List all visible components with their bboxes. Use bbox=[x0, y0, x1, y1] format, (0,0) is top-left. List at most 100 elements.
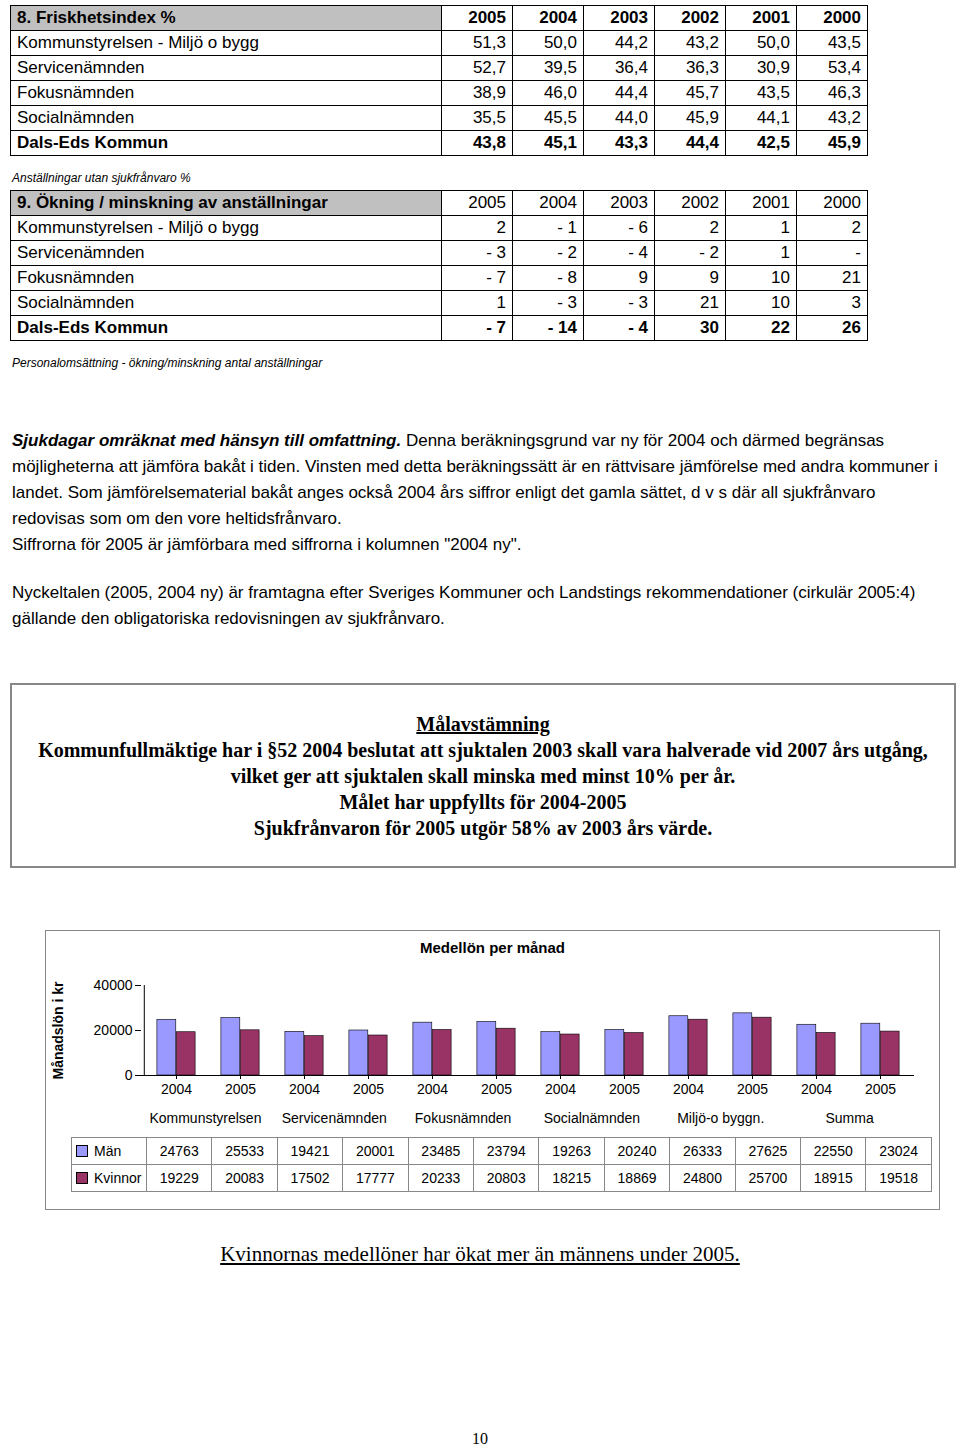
html-text:43,2: 43,2 bbox=[827, 108, 861, 127]
html-text:2003: 2003 bbox=[610, 8, 648, 27]
svg-text:Månadslön i kr: Månadslön i kr bbox=[50, 981, 66, 1080]
html-text:2003: 2003 bbox=[610, 193, 648, 212]
html-text:43,8: 43,8 bbox=[472, 133, 506, 152]
html-text:Kommunstyrelsen: Kommunstyrelsen bbox=[149, 1110, 262, 1126]
html-text:43,2: 43,2 bbox=[685, 33, 719, 52]
html-text:45,5: 45,5 bbox=[543, 108, 577, 127]
html-text:2004: 2004 bbox=[539, 8, 577, 27]
html-text:- 8: - 8 bbox=[557, 268, 577, 287]
svg-text:2004: 2004 bbox=[673, 1081, 704, 1097]
html-text:53,4: 53,4 bbox=[827, 58, 861, 77]
svg-text:2004: 2004 bbox=[161, 1081, 192, 1097]
html-text:- 7: - 7 bbox=[486, 318, 506, 337]
svg-text:2005: 2005 bbox=[481, 1081, 512, 1097]
svg-text:2004: 2004 bbox=[289, 1081, 320, 1097]
html-text:Kvinnornas medellöner har ökat: Kvinnornas medellöner har ökat mer än mä… bbox=[220, 1242, 740, 1266]
html-text:52,7: 52,7 bbox=[472, 58, 506, 77]
html-text:2000: 2000 bbox=[823, 8, 861, 27]
html-text:45,9: 45,9 bbox=[685, 108, 719, 127]
html-text:Sjukdagar omräknat med hänsyn: Sjukdagar omräknat med hänsyn till omfat… bbox=[12, 431, 938, 528]
svg-text:2005: 2005 bbox=[353, 1081, 384, 1097]
html-text:- 6: - 6 bbox=[628, 218, 648, 237]
html-text:50,0: 50,0 bbox=[543, 33, 577, 52]
html-text:2004: 2004 bbox=[539, 193, 577, 212]
html-text:39,5: 39,5 bbox=[543, 58, 577, 77]
html-text:Nyckeltalen (2005, 2004 ny) är: Nyckeltalen (2005, 2004 ny) är framtagna… bbox=[12, 583, 916, 628]
html-text:Kommunfullmäktige har i §52 20: Kommunfullmäktige har i §52 2004 besluta… bbox=[38, 739, 928, 787]
html-text:2001: 2001 bbox=[752, 193, 790, 212]
html-text:30: 30 bbox=[700, 318, 719, 337]
html-text:44,4: 44,4 bbox=[614, 83, 648, 102]
html-text:Medellön per månad: Medellön per månad bbox=[420, 939, 565, 956]
html-text:- 7: - 7 bbox=[486, 268, 506, 287]
svg-text:2004: 2004 bbox=[801, 1081, 832, 1097]
html-text:2005: 2005 bbox=[468, 193, 506, 212]
html-text:Dals-Eds Kommun: Dals-Eds Kommun bbox=[17, 318, 169, 337]
html-text:44,2: 44,2 bbox=[614, 33, 648, 52]
html-text:35,5: 35,5 bbox=[472, 108, 506, 127]
html-text:42,5: 42,5 bbox=[756, 133, 790, 152]
html-text:44,4: 44,4 bbox=[685, 133, 719, 152]
html-text:36,3: 36,3 bbox=[685, 58, 719, 77]
html-text:45,7: 45,7 bbox=[685, 83, 719, 102]
html-text:2000: 2000 bbox=[823, 193, 861, 212]
html-text:38,9: 38,9 bbox=[472, 83, 506, 102]
html-text:- 3: - 3 bbox=[557, 293, 577, 312]
svg-text:2004: 2004 bbox=[545, 1081, 576, 1097]
svg-text:0: 0 bbox=[125, 1067, 133, 1083]
html-text:21: 21 bbox=[700, 293, 719, 312]
html-text:44,1: 44,1 bbox=[756, 108, 790, 127]
html-text:Kommunstyrelsen - Miljö o bygg: Kommunstyrelsen - Miljö o bygg bbox=[17, 218, 259, 237]
html-text:- 1: - 1 bbox=[557, 218, 577, 237]
html-text:10: 10 bbox=[771, 268, 790, 287]
html-text:Dals-Eds Kommun: Dals-Eds Kommun bbox=[17, 133, 169, 152]
svg-text:2005: 2005 bbox=[609, 1081, 640, 1097]
html-text:Fokusnämnden: Fokusnämnden bbox=[17, 268, 135, 287]
svg-text:2005: 2005 bbox=[737, 1081, 768, 1097]
html-text:10: 10 bbox=[771, 293, 790, 312]
html-text:Siffrorna för 2005 är jämförba: Siffrorna för 2005 är jämförbara med sif… bbox=[12, 535, 522, 554]
html-text:45,9: 45,9 bbox=[827, 133, 861, 152]
svg-text:20000: 20000 bbox=[94, 1022, 133, 1038]
html-text:Fokusnämnden: Fokusnämnden bbox=[17, 83, 135, 102]
html-text:- 3: - 3 bbox=[486, 243, 506, 262]
html-text:45,1: 45,1 bbox=[543, 133, 577, 152]
html-text:51,3: 51,3 bbox=[472, 33, 506, 52]
html-text:- 3: - 3 bbox=[628, 293, 648, 312]
html-text:- 4: - 4 bbox=[628, 243, 648, 262]
html-text:- 4: - 4 bbox=[628, 318, 648, 337]
html-text:2002: 2002 bbox=[681, 8, 719, 27]
html-text:Socialnämnden: Socialnämnden bbox=[17, 293, 135, 312]
html-text:2005: 2005 bbox=[468, 8, 506, 27]
html-text:Servicenämnden: Servicenämnden bbox=[17, 243, 145, 262]
html-text:9. Ökning / minskning av anstä: 9. Ökning / minskning av anställningar bbox=[17, 193, 328, 212]
html-text:46,3: 46,3 bbox=[827, 83, 861, 102]
html-text:Målavstämning: Målavstämning bbox=[416, 713, 550, 735]
svg-text:40000: 40000 bbox=[94, 977, 133, 993]
html-text:2001: 2001 bbox=[752, 8, 790, 27]
html-text:- 2: - 2 bbox=[557, 243, 577, 262]
html-text:Servicenämnden: Servicenämnden bbox=[17, 58, 145, 77]
html-text:8. Friskhetsindex %: 8. Friskhetsindex % bbox=[17, 8, 176, 27]
html-text:43,3: 43,3 bbox=[614, 133, 648, 152]
html-text:- 14: - 14 bbox=[547, 318, 577, 337]
html-text:Sjukfrånvaron för 2005 utgör 5: Sjukfrånvaron för 2005 utgör 58% av 2003… bbox=[253, 817, 713, 839]
html-text:50,0: 50,0 bbox=[756, 33, 790, 52]
html-text:26: 26 bbox=[842, 318, 861, 337]
html-text:2002: 2002 bbox=[681, 193, 719, 212]
html-text:44,0: 44,0 bbox=[614, 108, 648, 127]
html-text:Målet har uppfyllts för 2004-2: Målet har uppfyllts för 2004-2005 bbox=[339, 791, 627, 813]
html-text:Kommunstyrelsen - Miljö o bygg: Kommunstyrelsen - Miljö o bygg bbox=[17, 33, 259, 52]
html-text:46,0: 46,0 bbox=[543, 83, 577, 102]
svg-text:2005: 2005 bbox=[225, 1081, 256, 1097]
html-text:36,4: 36,4 bbox=[614, 58, 648, 77]
html-text:22: 22 bbox=[771, 318, 790, 337]
html-text:30,9: 30,9 bbox=[756, 58, 790, 77]
html-text:43,5: 43,5 bbox=[756, 83, 790, 102]
html-text:21: 21 bbox=[842, 268, 861, 287]
html-text:Socialnämnden: Socialnämnden bbox=[17, 108, 135, 127]
html-text:- 2: - 2 bbox=[699, 243, 719, 262]
html-text:43,5: 43,5 bbox=[827, 33, 861, 52]
svg-text:2004: 2004 bbox=[417, 1081, 448, 1097]
svg-text:2005: 2005 bbox=[865, 1081, 896, 1097]
